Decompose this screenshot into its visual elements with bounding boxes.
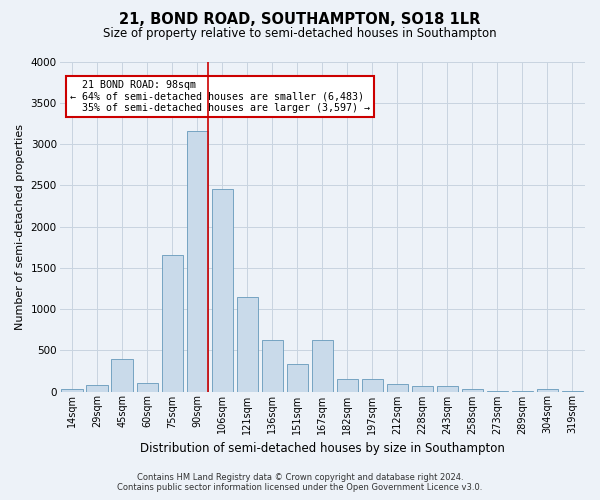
Bar [437,386,458,392]
Bar [311,340,333,392]
Text: Size of property relative to semi-detached houses in Southampton: Size of property relative to semi-detach… [103,28,497,40]
Bar [287,364,308,392]
Bar [236,296,258,392]
Bar [262,340,283,392]
Y-axis label: Number of semi-detached properties: Number of semi-detached properties [15,124,25,330]
Bar [61,389,83,392]
X-axis label: Distribution of semi-detached houses by size in Southampton: Distribution of semi-detached houses by … [140,442,505,455]
Bar [562,390,583,392]
Bar [362,378,383,392]
Bar [537,388,558,392]
Text: 21 BOND ROAD: 98sqm
← 64% of semi-detached houses are smaller (6,483)
  35% of s: 21 BOND ROAD: 98sqm ← 64% of semi-detach… [70,80,370,113]
Bar [512,390,533,392]
Bar [387,384,408,392]
Bar [137,384,158,392]
Bar [412,386,433,392]
Bar [487,390,508,392]
Bar [86,386,108,392]
Text: 21, BOND ROAD, SOUTHAMPTON, SO18 1LR: 21, BOND ROAD, SOUTHAMPTON, SO18 1LR [119,12,481,28]
Bar [187,131,208,392]
Bar [462,388,483,392]
Text: Contains HM Land Registry data © Crown copyright and database right 2024.
Contai: Contains HM Land Registry data © Crown c… [118,473,482,492]
Bar [112,360,133,392]
Bar [161,254,183,392]
Bar [212,190,233,392]
Bar [337,378,358,392]
